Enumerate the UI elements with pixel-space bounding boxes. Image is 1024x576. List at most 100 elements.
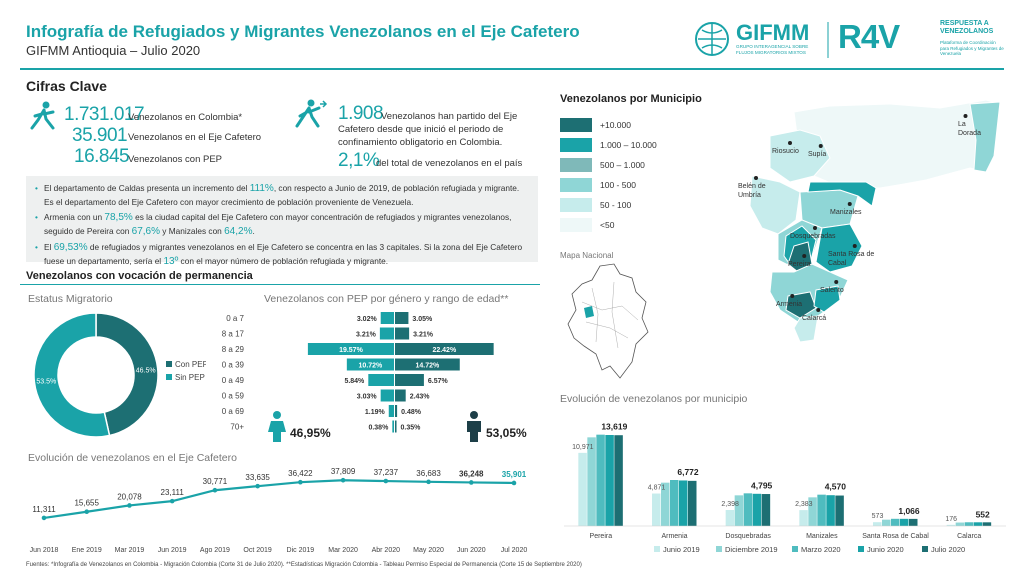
pyramid-bar-male	[395, 389, 406, 402]
muni-bar	[605, 435, 614, 526]
pyramid-age-label: 30 a 39	[222, 361, 245, 370]
line-point	[41, 515, 47, 521]
map-city-label: Supía	[808, 151, 826, 158]
muni-category-label: Calarca	[957, 533, 981, 540]
donut-slice	[33, 312, 111, 438]
muni-bar	[688, 480, 697, 526]
highlights-panel: El departamento de Caldas presenta un in…	[26, 176, 538, 267]
map-pin-icon	[754, 176, 758, 180]
line-point	[169, 498, 175, 504]
eje-cafetero-map: Riosucio Supía La Dorada Belén de Umbría Maniz…	[738, 99, 1001, 343]
muni-bar	[955, 522, 965, 526]
map-city-label: Dosquebradas	[790, 233, 836, 240]
map-pin-icon	[834, 280, 839, 284]
cifras-title: Cifras Clave	[26, 78, 107, 94]
muni-bar	[679, 480, 688, 526]
map-city-label: Calarcá	[802, 315, 826, 322]
eje-label: Venezolanos en el Eje Cafetero	[128, 132, 262, 143]
line-point	[84, 509, 90, 515]
pyramid-bar-male	[395, 343, 494, 355]
logos: GIFMM GRUPO INTERAGENCIAL SOBRE FLUJOS M…	[690, 18, 1005, 62]
donut-legend-label: Con PEP	[175, 360, 206, 369]
muni-last-value-label: 4,795	[751, 480, 773, 490]
bullet-capitales: El 69,53% de refugiados y migrantes vene…	[32, 241, 530, 268]
muni-bar	[799, 510, 808, 526]
legend-label: <50	[600, 220, 615, 230]
pyramid-bar-female	[379, 327, 394, 340]
line-x-tick-label: May 2020	[413, 547, 444, 554]
legend-label: 50 - 100	[600, 200, 632, 210]
muni-first-value-label: 10,971	[572, 444, 594, 451]
pyramid-female-value: 3.21%	[356, 332, 377, 339]
map-city-label: Pereira	[788, 261, 811, 268]
map-city-label: Salento	[820, 287, 844, 294]
pyramid-male-value: 2.43%	[410, 394, 431, 401]
muni-bar	[587, 437, 596, 526]
pyramid-age-label: 18 a 29	[222, 345, 245, 354]
pyramid-female-value: 1.19%	[365, 409, 386, 416]
line-value-label: 20,078	[117, 492, 142, 501]
legend-label: 500 – 1.000	[600, 160, 645, 170]
muni-category-label: Santa Rosa de Cabal	[862, 533, 929, 540]
line-point	[426, 479, 431, 485]
map-pin-icon	[963, 114, 968, 118]
pyramid-female-value: 0.38%	[368, 425, 389, 432]
muni-bar	[670, 480, 679, 526]
muni-legend-swatch	[922, 546, 928, 552]
pyramid-bar-female	[380, 389, 394, 402]
pep-chart-title: Venezolanos con PEP por género y rango d…	[264, 293, 509, 305]
pyramid-bar-female	[392, 420, 394, 433]
pyramid-age-label: 70+	[230, 423, 244, 432]
map-legend-item: 100 - 500	[560, 178, 670, 192]
map-city-label: Cabal	[828, 260, 847, 267]
permanencia-title: Venezolanos con vocación de permanencia	[26, 270, 253, 282]
pct-label: del total de venezolanos en el país	[376, 158, 523, 169]
pyramid-bar-female	[346, 358, 394, 371]
pyramid-male-value: 14.72%	[416, 363, 441, 370]
map-pin-icon	[847, 202, 852, 206]
legend-label: 100 - 500	[600, 180, 636, 190]
muni-legend-swatch	[792, 546, 798, 552]
map-city-label: Manizales	[830, 209, 862, 216]
muni-category-label: Pereira	[590, 533, 613, 540]
line-value-label: 11,311	[32, 505, 56, 514]
legend-swatch	[560, 138, 592, 152]
pyramid-female-value: 3.02%	[357, 316, 378, 323]
line-point	[255, 483, 260, 489]
map-pin-icon	[852, 244, 857, 248]
map-legend-item: 1.000 – 10.000	[560, 138, 670, 152]
line-point	[511, 480, 517, 486]
evolucion-municipio-bar-chart: 10,971 13,619 Pereira 4,871 6,772 Armenia 2,39…	[564, 422, 1006, 554]
line-x-tick-label: Jun 2019	[158, 547, 187, 554]
line-x-tick-label: Jul 2020	[501, 547, 528, 554]
female-total: 46,95%	[290, 426, 331, 440]
pyramid-bar-male	[395, 312, 409, 324]
male-icon	[467, 411, 481, 442]
map-legend-item: 500 – 1.000	[560, 158, 670, 172]
line-point	[468, 480, 474, 485]
muni-legend-swatch	[858, 546, 864, 552]
line-x-tick-label: Jun 2020	[457, 547, 486, 554]
pyramid-age-label: 60 a 69	[222, 407, 245, 416]
line-value-label: 36,248	[459, 469, 484, 478]
pyramid-female-value: 3.03%	[357, 394, 378, 401]
line-x-tick-label: Dic 2019	[287, 547, 315, 554]
line-value-label: 30,771	[203, 477, 228, 486]
pyramid-female-value: 19.57%	[339, 347, 364, 354]
muni-first-value-label: 2,383	[795, 501, 813, 508]
muni-bar	[614, 435, 623, 526]
muni-bar	[946, 524, 956, 526]
map-city-label: Riosucio	[772, 148, 799, 155]
map-pin-icon	[802, 254, 807, 258]
walking-person-icon	[30, 101, 55, 130]
pyramid-bar-male	[395, 327, 410, 340]
line-point	[340, 477, 346, 483]
colombia-mini-map	[567, 263, 649, 379]
line-value-label: 36,683	[416, 469, 441, 478]
pep-pyramid-chart: 0 a 7 3.02% 3.05% 8 a 17 3.21% 3.21% 18 a 29 19…	[222, 312, 494, 433]
map-pin-icon	[816, 308, 821, 312]
map-legend-item: <50	[560, 218, 670, 232]
pyramid-male-value: 3.05%	[412, 316, 433, 323]
line-point	[127, 503, 132, 508]
muni-bar	[973, 522, 983, 526]
